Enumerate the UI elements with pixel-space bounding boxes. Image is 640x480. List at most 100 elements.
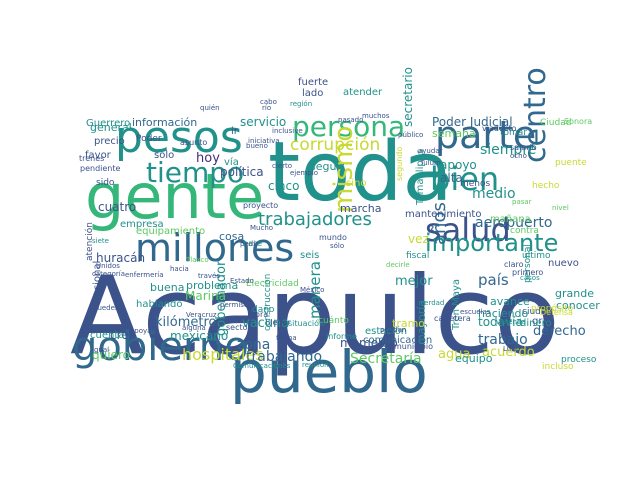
word-apoyo: apoyo (440, 158, 477, 172)
word-cabo: cabo (260, 98, 277, 106)
word-favor: favor (85, 150, 112, 161)
word-parte: parte (435, 113, 536, 157)
word-cosa: cosa (219, 230, 244, 243)
word-permiso: permiso (220, 301, 248, 309)
word-politica: política (220, 165, 264, 179)
word-tramo: tramo (392, 317, 425, 330)
word-sino: sino (346, 178, 366, 189)
word-kilometro: kilómetro (155, 315, 217, 330)
word-corrupcion: corrupción (290, 135, 380, 155)
word-dano: daño (252, 305, 275, 315)
word-hecho: hecho (532, 181, 560, 191)
word-viaducto: viaducto (482, 124, 517, 133)
word-contra: contra (510, 226, 539, 236)
word-bueno: bueno (246, 142, 268, 150)
word-hospitales: hospitales (182, 345, 264, 364)
word-categoria: categoría (92, 270, 125, 278)
word-ir: ir (231, 126, 239, 137)
word-grande: grande (555, 287, 594, 300)
word-luis: Luis (503, 345, 517, 353)
word-construccion: construcción (262, 274, 273, 331)
word-base: base (243, 239, 262, 248)
word-mexicano: mexicano (170, 329, 228, 343)
word-poder-judicial: Poder Judicial (432, 115, 513, 129)
word-comunicacion: comunicación (363, 334, 432, 346)
word-estado: Estado (230, 277, 254, 285)
word-pasado: pasado (338, 116, 363, 124)
word-primero: primero (512, 268, 543, 277)
word-secretaria: Secretaría (350, 351, 422, 367)
word-pedir: pedir (240, 240, 258, 248)
word-gran: gran (532, 316, 555, 327)
word-secretario: secretario (401, 67, 415, 127)
word-gobierno: gobierno (72, 324, 249, 370)
word-alguna: alguna (182, 324, 206, 332)
word-conocer: conocer (556, 299, 600, 312)
word-ciudad: ciudad (522, 307, 552, 317)
word-equipamiento: equipamiento (136, 226, 205, 237)
word-quiero: quiero (92, 348, 130, 362)
word-toda: toda (268, 125, 453, 220)
word-aeropuerto: aeropuerto (475, 215, 552, 231)
word-precio: precio (94, 136, 125, 147)
word-pesos: pesos (115, 112, 243, 163)
word-marina: Marina (185, 289, 226, 303)
word-importante: importante (425, 229, 558, 257)
word-apoyar: apoyar (130, 327, 154, 335)
word-ejemplo: ejemplo (290, 169, 318, 177)
word-carretera: carretera (434, 314, 471, 323)
word-tren-maya: Tren Maya (451, 279, 462, 331)
word-escuelas: escuelas (460, 308, 491, 316)
word-menos: menos (460, 179, 491, 189)
word-tomar: tomar (500, 128, 527, 138)
word-guerrero: Guerrero (86, 118, 130, 129)
word-fiscal: fiscal (406, 251, 429, 261)
word-situacion: situación (288, 318, 324, 328)
word-igual: igual (92, 346, 109, 354)
word-claro: claro (504, 260, 524, 269)
word-acapulco: Acapulco (70, 254, 560, 379)
word-cuatro: cuatro (98, 200, 136, 214)
word-reunion: reunión (302, 361, 329, 369)
word-fuerte: fuerte (298, 77, 328, 88)
word-cuenta: cuenta (90, 330, 124, 341)
word-vacuna: vacuna (242, 316, 289, 331)
word-ultimo: último (522, 251, 551, 261)
word-trabajadores: trabajadores (258, 209, 372, 230)
word-nacional: Nacional (92, 261, 103, 304)
word-electricidad: Electricidad (246, 279, 299, 289)
word-problema: problema (186, 279, 238, 292)
word-mayoria: mayoría (415, 300, 428, 345)
word-municipio: municipio (394, 342, 433, 351)
word-gente: gente (85, 160, 264, 233)
word-todavia: todavía (478, 315, 523, 329)
word-servicio: servicio (240, 115, 286, 129)
word-segundo: segundo (395, 147, 404, 181)
word-manana: mañana (490, 214, 531, 225)
word-sector: sector (226, 323, 252, 332)
word-verdad: verdad (420, 299, 444, 307)
word-salud: salud (425, 211, 511, 249)
word-hablando: hablando (136, 299, 183, 310)
word-publico: público (398, 131, 423, 139)
word-puente: puente (555, 158, 587, 168)
word-solo: sólo (330, 242, 344, 250)
word-muchos: muchos (362, 112, 390, 120)
word-creo: creo (110, 328, 136, 342)
word-puedan: puedan (380, 326, 406, 334)
word-cierto: cierto (272, 162, 292, 170)
word-pendiente: pendiente (80, 164, 121, 173)
word-nuevo: nuevo (548, 258, 579, 269)
word-tulum: Tulum (419, 159, 441, 167)
word-mismo: mismo (329, 126, 359, 213)
word-informe: informe (326, 332, 357, 341)
word-manera: manera (306, 261, 324, 319)
word-unidos: Unidos (96, 262, 120, 270)
word-trenes: trenes (79, 154, 104, 163)
word-general: general (90, 121, 132, 134)
word-avance: avance (490, 295, 530, 308)
word-comunicaciones: Comunicaciones (233, 362, 291, 370)
word-siete: siete (92, 237, 109, 245)
word-acuerdo: acuerdo (482, 345, 535, 360)
